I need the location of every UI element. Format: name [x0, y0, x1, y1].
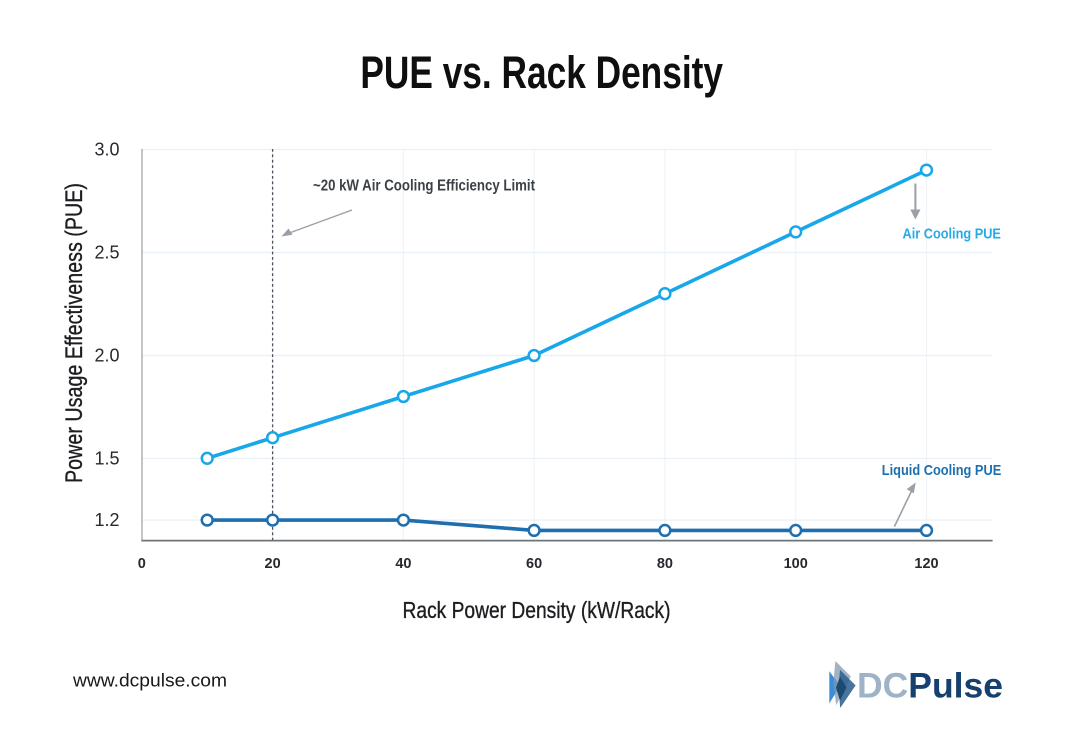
svg-text:40: 40	[395, 556, 411, 572]
svg-text:1.2: 1.2	[94, 510, 119, 530]
svg-text:DCPulse: DCPulse	[857, 665, 1003, 705]
svg-text:3.0: 3.0	[94, 139, 119, 159]
svg-text:20: 20	[265, 556, 281, 572]
svg-text:Power Usage Effectiveness (PUE: Power Usage Effectiveness (PUE)	[61, 183, 88, 483]
svg-text:Liquid Cooling PUE: Liquid Cooling PUE	[882, 462, 1002, 479]
svg-text:Air Cooling PUE: Air Cooling PUE	[903, 226, 1001, 243]
svg-text:100: 100	[784, 556, 808, 572]
svg-text:~20 kW Air Cooling Efficiency: ~20 kW Air Cooling Efficiency Limit	[313, 177, 536, 194]
svg-text:60: 60	[526, 556, 542, 572]
svg-text:80: 80	[657, 556, 673, 572]
svg-text:2.0: 2.0	[94, 345, 119, 365]
svg-text:2.5: 2.5	[94, 242, 119, 262]
svg-text:Rack Power Density (kW/Rack): Rack Power Density (kW/Rack)	[403, 597, 671, 623]
svg-text:0: 0	[138, 556, 146, 572]
svg-text:120: 120	[914, 556, 938, 572]
svg-text:1.5: 1.5	[94, 448, 119, 468]
svg-text:PUE vs. Rack Density: PUE vs. Rack Density	[360, 47, 723, 98]
svg-text:www.dcpulse.com: www.dcpulse.com	[72, 670, 227, 691]
